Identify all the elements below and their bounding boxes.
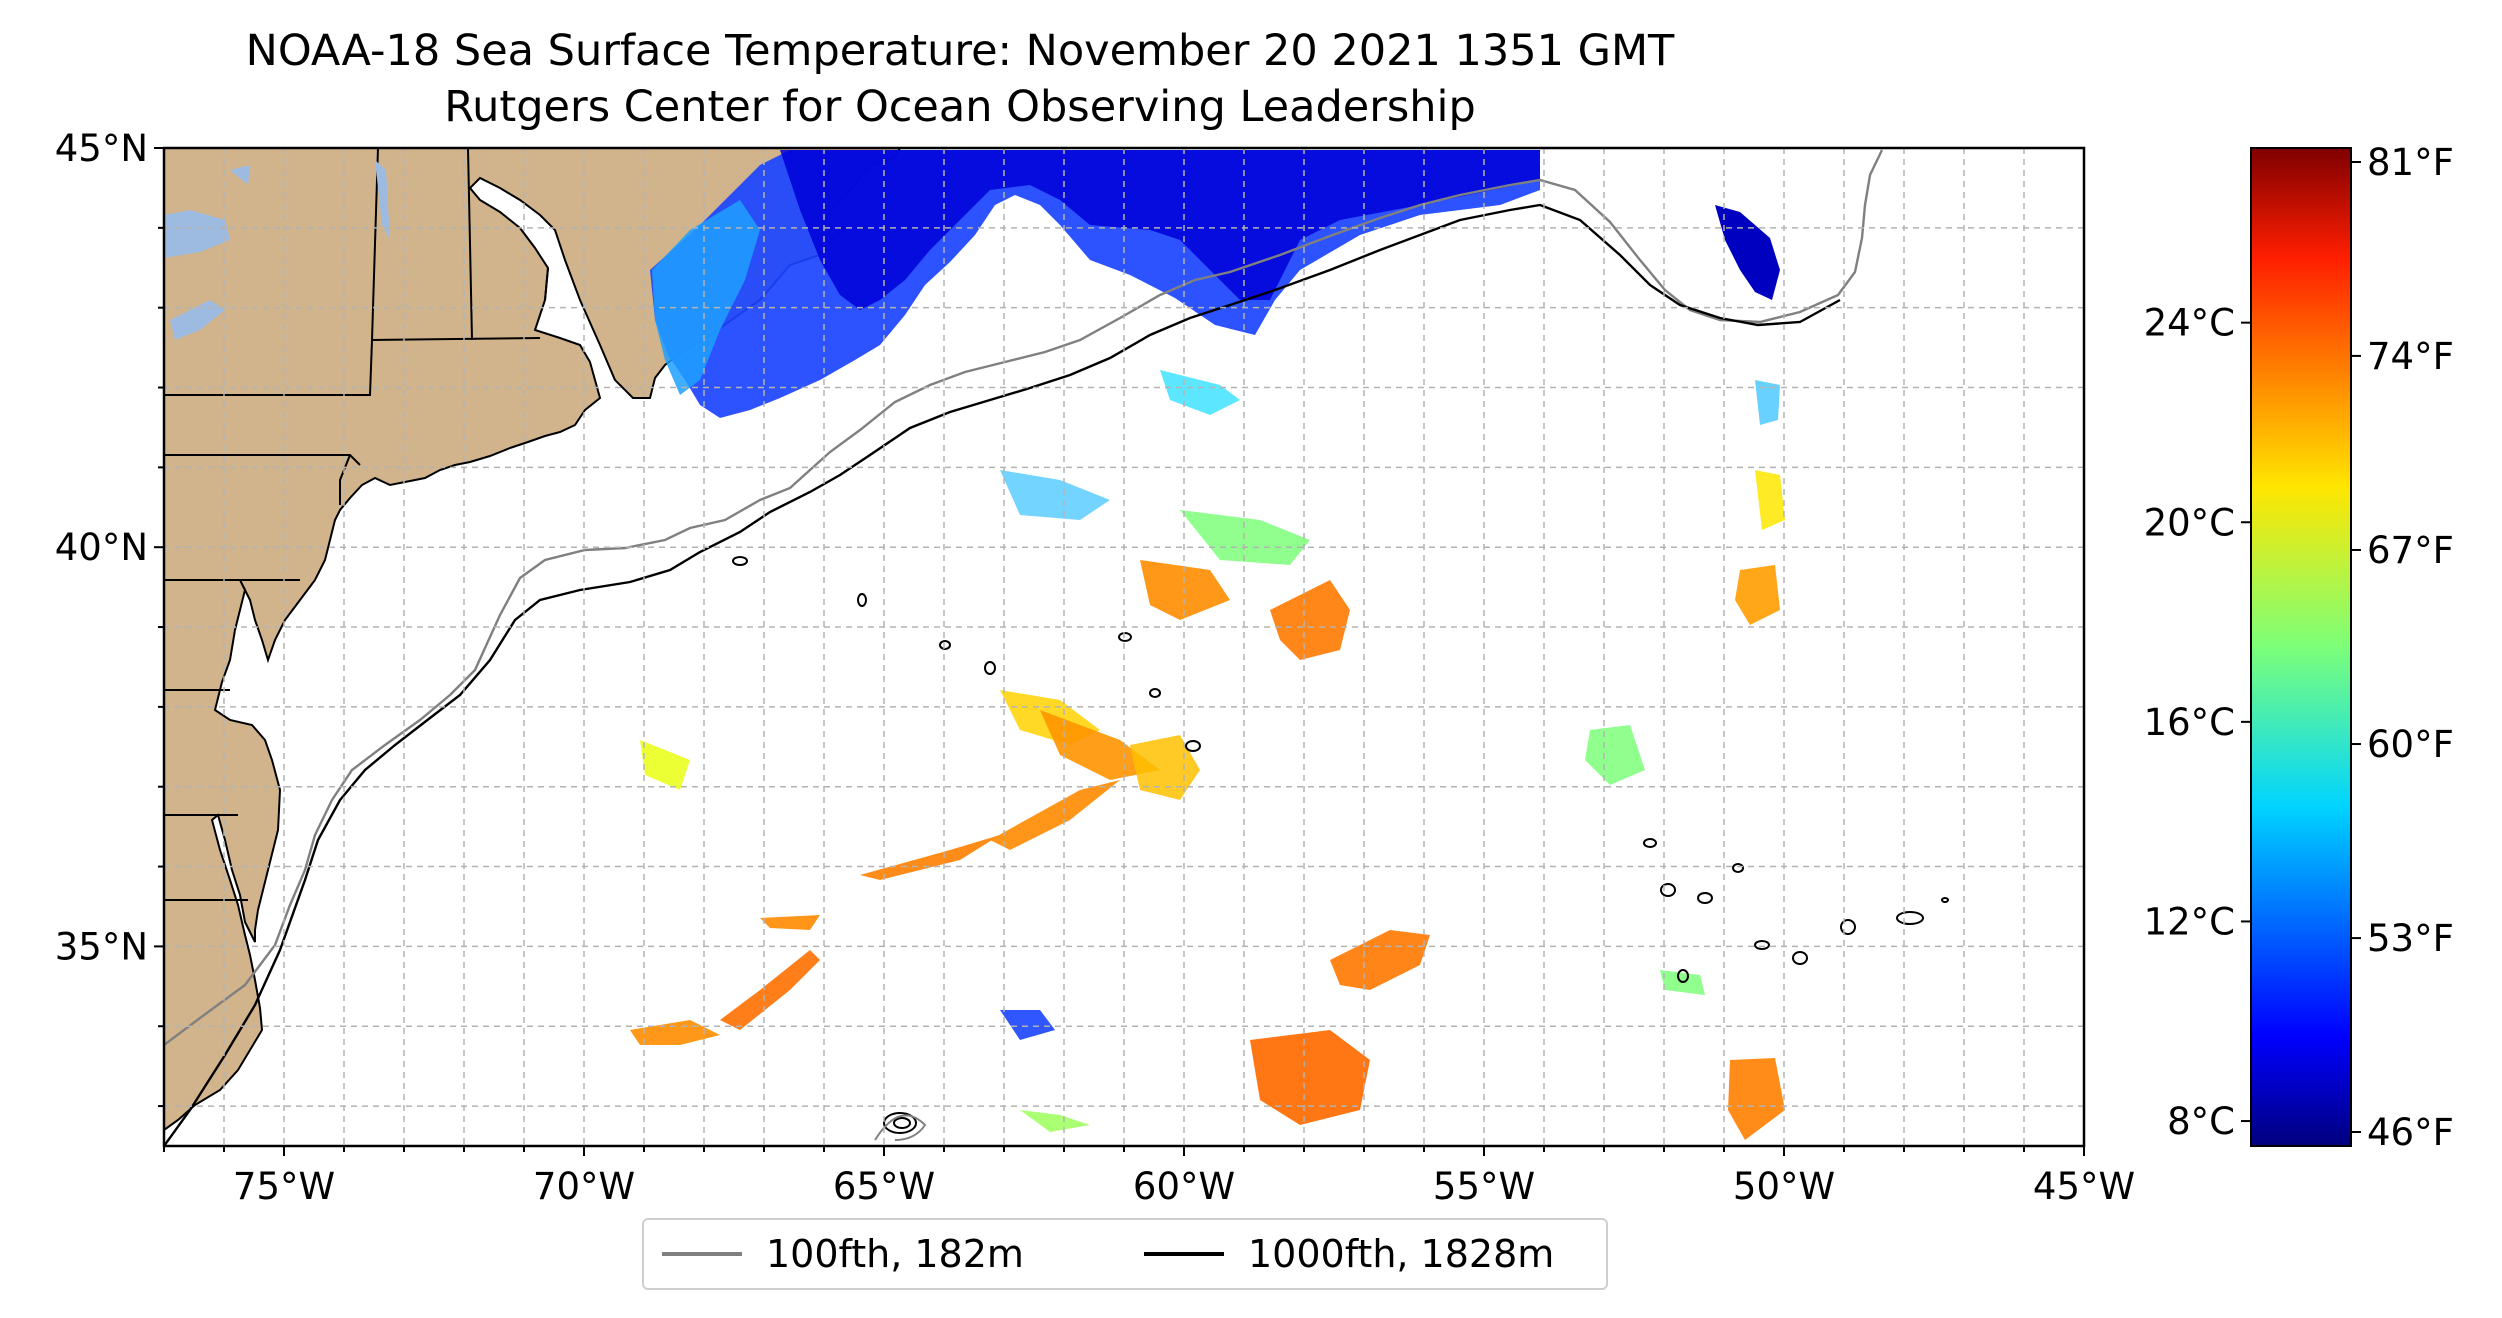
colorbar-c-label: 24°C — [2144, 302, 2235, 345]
sst-patch-orange-2 — [1270, 580, 1350, 660]
map-legend: 100fth, 182m 1000fth, 1828m — [642, 1218, 1608, 1290]
sst-patch-blue-1 — [1000, 1010, 1055, 1040]
sst-patch-cyan-2 — [1000, 470, 1110, 520]
lakes — [164, 160, 390, 340]
lon-tick-label: 70°W — [533, 1165, 635, 1208]
map-panel — [164, 148, 2084, 1146]
land-mass — [164, 148, 902, 1132]
colorbar-f-label: 81°F — [2367, 141, 2454, 184]
gridlines — [164, 148, 2084, 1146]
lon-tick-label: 50°W — [1733, 1165, 1835, 1208]
lon-tick-label: 65°W — [833, 1165, 935, 1208]
sst-patch-east-5 — [1755, 470, 1785, 530]
colorbar-f-label: 60°F — [2367, 723, 2454, 766]
colorbar-f-label: 74°F — [2367, 335, 2454, 378]
lon-tick-label: 60°W — [1133, 1165, 1235, 1208]
lat-tick-label: 35°N — [55, 925, 148, 968]
colorbar-c-label: 12°C — [2144, 900, 2235, 943]
sst-patch-cyan-shelf — [652, 200, 760, 395]
colorbar-celsius-ticks: 8°C 12°C 16°C 20°C 24°C — [2144, 302, 2251, 1143]
sst-patch-deep-blue — [780, 150, 1540, 310]
colorbar-c-label: 8°C — [2167, 1100, 2235, 1143]
sst-patch-east-2 — [1585, 725, 1645, 785]
sst-patch-orange-south-2 — [1330, 930, 1430, 990]
colorbar-f-label: 46°F — [2367, 1111, 2454, 1154]
seamounts — [732, 556, 1949, 1134]
legend-label-100fth: 100fth, 182m — [766, 1232, 1024, 1276]
legend-swatch-1000fth — [1144, 1252, 1224, 1256]
map-subtitle: Rutgers Center for Ocean Observing Leade… — [444, 82, 1476, 132]
sst-patch-yellow-3 — [640, 740, 690, 790]
state-borders — [164, 148, 549, 901]
lon-tick-label: 45°W — [2033, 1165, 2135, 1208]
map-title: NOAA-18 Sea Surface Temperature: Novembe… — [245, 26, 1675, 76]
legend-label-1000fth: 1000fth, 1828m — [1248, 1232, 1555, 1276]
lat-tick-group: 35°N 40°N 45°N — [55, 127, 164, 1108]
lat-tick-label: 40°N — [55, 526, 148, 569]
sst-patch-orange-south-1 — [1250, 1030, 1370, 1125]
sst-patch-orange-8 — [760, 915, 820, 930]
sst-patch-yellow-2 — [1130, 735, 1200, 800]
lat-tick-label: 45°N — [55, 127, 148, 170]
lon-tick-group: 75°W 70°W 65°W 60°W 55°W 50°W 45°W — [163, 1146, 2135, 1208]
colorbar-f-label: 67°F — [2367, 529, 2454, 572]
isobath-1000fth — [164, 203, 1841, 1146]
legend-item-1000fth: 1000fth, 1828m — [1144, 1220, 1554, 1288]
sst-patch-green-1 — [1180, 510, 1310, 565]
colorbar-c-label: 20°C — [2144, 501, 2235, 544]
seamount-shallow — [874, 1114, 927, 1141]
sst-patch-cyan-1 — [1160, 370, 1240, 415]
sst-patch-east-3 — [1728, 1058, 1785, 1140]
sst-patch-green-south — [1020, 1110, 1090, 1132]
sst-patch-east-1 — [1735, 565, 1780, 625]
sst-patch-orange-6 — [720, 950, 820, 1030]
colorbar-f-label: 53°F — [2367, 917, 2454, 960]
lon-tick-label: 75°W — [233, 1165, 335, 1208]
sst-patch-orange-5 — [990, 780, 1120, 850]
colorbar — [2250, 147, 2352, 1147]
sst-patch-newfoundland — [1715, 205, 1780, 300]
sst-patch-orange-4 — [860, 835, 1000, 880]
sst-patch-east-4 — [1755, 380, 1780, 425]
lon-tick-label: 55°W — [1433, 1165, 1535, 1208]
sst-patches — [630, 150, 1785, 1140]
colorbar-fahrenheit-ticks: 46°F 53°F 60°F 67°F 74°F 81°F — [2351, 141, 2454, 1154]
colorbar-c-label: 16°C — [2144, 701, 2235, 744]
sst-patch-orange-1 — [1140, 560, 1230, 620]
legend-swatch-100fth — [662, 1252, 742, 1256]
sst-patch-orange-3 — [1040, 710, 1160, 780]
isobath-100fth — [164, 149, 1884, 1046]
legend-item-100fth: 100fth, 182m — [662, 1220, 1024, 1288]
